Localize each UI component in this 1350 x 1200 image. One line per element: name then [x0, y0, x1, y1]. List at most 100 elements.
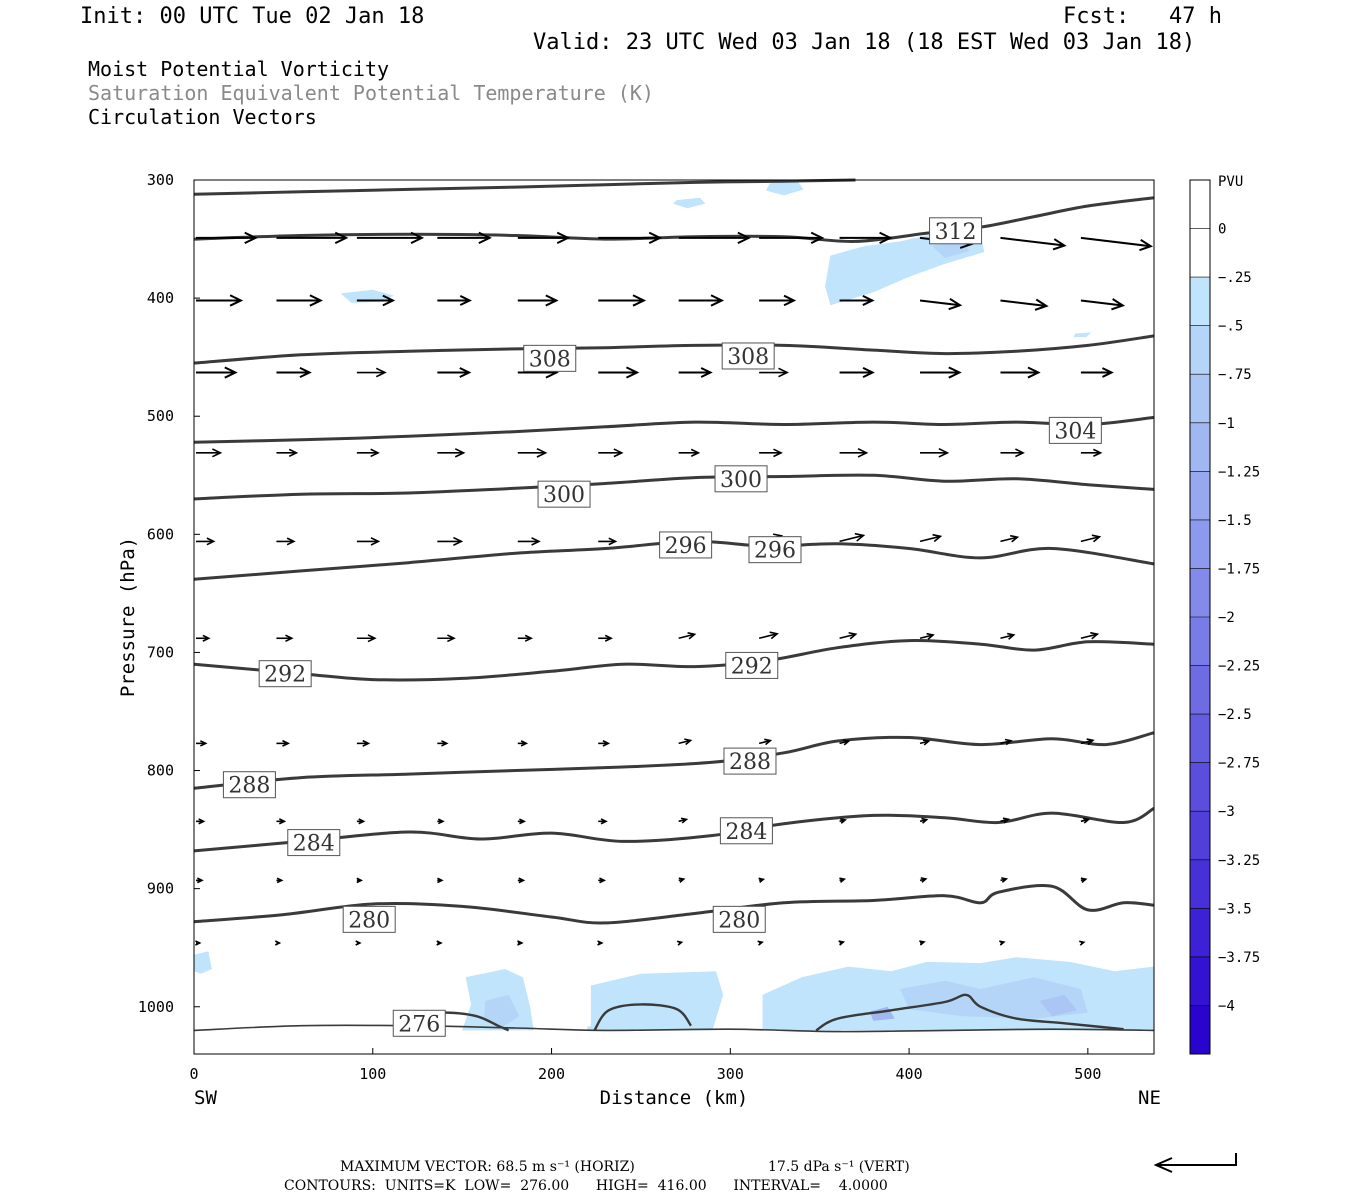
circulation-vector	[517, 818, 526, 825]
circulation-vector	[1000, 534, 1020, 543]
colorbar-bin	[1190, 714, 1210, 764]
contour-280	[193, 884, 1155, 925]
contour-label-296: 296	[665, 534, 707, 559]
contour-276-cell-2	[815, 993, 1124, 1032]
x-tick-label: 500	[1074, 1065, 1101, 1083]
circulation-vector	[1000, 632, 1016, 640]
circulation-vector	[676, 940, 684, 946]
colorbar-bin	[1190, 956, 1210, 1006]
contour-label-box-288	[723, 747, 777, 775]
colorbar-unit: PVU	[1218, 174, 1243, 190]
colorbar-label: −1.5	[1218, 513, 1252, 529]
circulation-vector	[678, 448, 701, 458]
y-tick-label: 800	[147, 762, 174, 780]
colorbar-bin	[1190, 228, 1210, 278]
y-tick-label: 700	[147, 643, 174, 661]
colorbar-label: −3.25	[1218, 853, 1260, 869]
y-tick-label: 900	[147, 880, 174, 898]
circulation-vector	[839, 877, 847, 883]
circulation-vector	[678, 231, 751, 244]
circulation-vector	[919, 940, 926, 946]
pv-region-11	[900, 977, 1088, 1019]
pv-region-6	[194, 951, 212, 974]
contour-label-box-288	[222, 771, 276, 799]
colorbar-label: −3.5	[1218, 901, 1252, 917]
circulation-vector	[1080, 236, 1154, 252]
circulation-vector	[1080, 817, 1091, 824]
circulation-vector	[919, 877, 928, 883]
contour-label-304: 304	[1054, 419, 1096, 444]
circulation-vector	[919, 817, 929, 824]
colorbar-bin	[1190, 665, 1210, 715]
circulation-vector	[356, 877, 364, 884]
colorbar-label: −2	[1218, 610, 1235, 626]
colorbar-label: −1.25	[1218, 464, 1260, 480]
circulation-vector	[1000, 817, 1011, 824]
pv-region-12	[1039, 994, 1078, 1017]
circulation-vector	[759, 367, 790, 378]
circulation-vector	[437, 634, 456, 643]
contour-label-box-280	[712, 905, 766, 933]
x-axis-sw: SW	[194, 1087, 217, 1109]
contour-label-box-296	[748, 536, 802, 564]
colorbar-bin	[1190, 471, 1210, 521]
circulation-vector	[437, 536, 464, 546]
valid-time: Valid: 23 UTC Wed 03 Jan 18 (18 EST Wed …	[533, 30, 1196, 55]
theta-es-contours	[193, 178, 1155, 1033]
contour-label-280: 280	[348, 908, 390, 933]
circulation-vector	[517, 740, 529, 747]
contour-label-box-292	[258, 660, 312, 688]
footer-max-vector: MAXIMUM VECTOR: 68.5 m s⁻¹ (HORIZ)	[340, 1159, 635, 1175]
contour-label-box-296	[659, 531, 713, 559]
colorbar-label: −1	[1218, 416, 1235, 432]
contour-label-box-292	[725, 651, 779, 679]
axes: 300 400 500 600 700 800 900 1000 0 100 200 300 400 50…	[138, 171, 1102, 1083]
colorbar-bin	[1190, 859, 1210, 909]
circulation-vector	[839, 231, 893, 244]
circulation-vector	[1080, 298, 1126, 311]
circulation-vector	[276, 294, 323, 307]
contour-label-box-276	[392, 1009, 446, 1037]
circulation-vector	[276, 231, 349, 244]
circulation-vector	[1000, 877, 1009, 883]
contour-label-box-308	[721, 342, 775, 370]
circulation-vector	[1000, 366, 1041, 379]
circulation-vector	[598, 294, 647, 307]
circulation-vector	[839, 631, 858, 640]
circulation-vector	[1080, 534, 1102, 543]
circulation-vector	[195, 940, 202, 946]
circulation-vector	[839, 294, 875, 306]
contour-label-292: 292	[731, 654, 773, 679]
circulation-vector	[839, 532, 866, 543]
colorbar-bin	[1190, 811, 1210, 861]
circulation-vector	[598, 877, 607, 884]
contour-label-292: 292	[264, 663, 306, 688]
x-axis-title: Distance (km)	[600, 1087, 749, 1109]
contour-label-312: 312	[935, 220, 977, 245]
contour-label-308: 308	[727, 345, 769, 370]
contour-label-box-280	[342, 905, 396, 933]
colorbar-label: −3.75	[1218, 950, 1260, 966]
circulation-vector	[758, 738, 773, 746]
circulation-vector	[517, 537, 541, 546]
contour-label-288: 288	[228, 774, 270, 799]
circulation-vector	[437, 818, 445, 825]
y-axis-title: Pressure (hPa)	[117, 537, 139, 697]
contour-label-box-304	[1048, 416, 1102, 444]
forecast-hour: Fcst: 47 h	[1063, 4, 1222, 29]
circulation-vector	[437, 877, 444, 884]
colorbar-label: −.5	[1218, 319, 1243, 335]
circulation-vector	[196, 740, 208, 747]
circulation-vector	[356, 634, 377, 643]
footer-max-vector-vert: 17.5 dPa s⁻¹ (VERT)	[768, 1159, 910, 1175]
pv-region-1	[766, 180, 804, 196]
circulation-vector	[1000, 298, 1049, 311]
colorbar-bin	[1190, 422, 1210, 472]
x-tick-label: 300	[717, 1065, 744, 1083]
colorbar-label: −.25	[1218, 270, 1252, 286]
circulation-vector	[598, 740, 611, 747]
circulation-vector	[437, 295, 472, 306]
circulation-vector	[276, 877, 284, 884]
circulation-vector	[196, 366, 238, 379]
